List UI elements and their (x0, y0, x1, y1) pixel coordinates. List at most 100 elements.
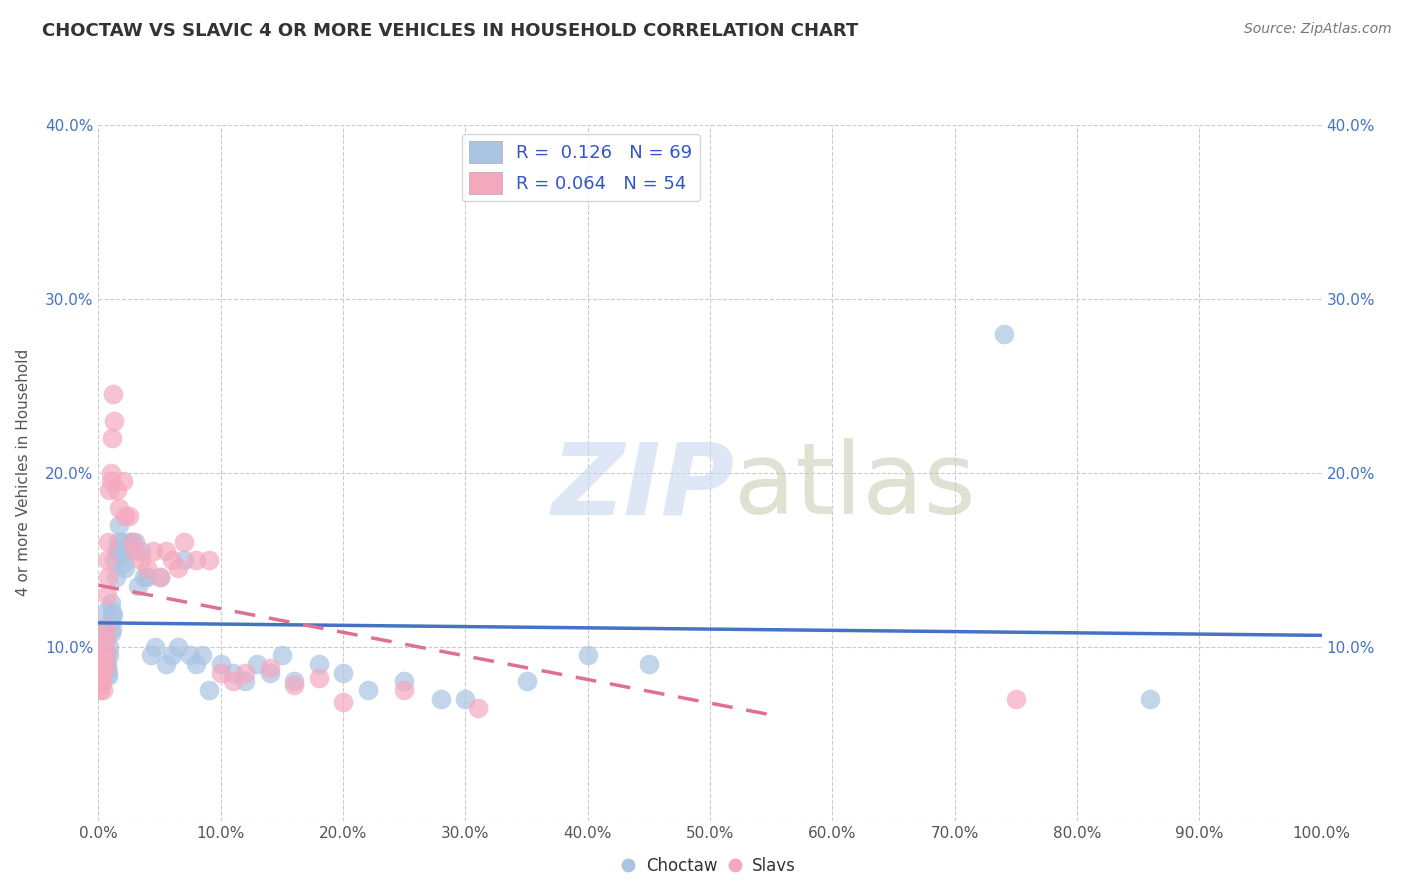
Point (167, 561, 190, 575)
Point (259, 660, 281, 674)
Point (179, 648, 201, 663)
Point (91, 648, 114, 663)
Point (132, 570, 155, 584)
Point (91, 648, 114, 663)
Point (173, 552, 195, 567)
Point (129, 552, 152, 567)
Point (90, 671, 112, 685)
Point (124, 535, 146, 549)
Point (114, 509, 136, 524)
Point (90, 640, 112, 654)
Point (332, 665, 354, 680)
Point (105, 483, 128, 497)
Point (103, 414, 125, 428)
Point (101, 605, 124, 619)
Point (96, 552, 118, 567)
Point (1139, 692, 1161, 706)
Point (94, 623, 117, 637)
Point (173, 535, 195, 549)
Point (111, 535, 134, 549)
Point (94, 648, 117, 663)
Text: atlas: atlas (734, 438, 976, 535)
Point (94, 648, 117, 663)
Point (96, 657, 118, 671)
Point (91, 683, 114, 698)
Point (1004, 692, 1026, 706)
Point (97, 535, 120, 549)
Point (115, 544, 138, 558)
Point (91, 623, 114, 637)
Point (100, 466, 122, 480)
Point (167, 640, 190, 654)
Point (259, 665, 281, 680)
Point (454, 692, 477, 706)
Point (101, 623, 124, 637)
Point (93, 654, 115, 668)
Point (107, 535, 129, 549)
Point (197, 552, 219, 567)
Point (136, 561, 159, 575)
Point (110, 544, 132, 558)
Point (186, 657, 208, 671)
Point (139, 648, 162, 663)
Y-axis label: 4 or more Vehicles in Household: 4 or more Vehicles in Household (17, 349, 31, 597)
Point (283, 678, 305, 692)
Point (93, 648, 115, 663)
Point (233, 674, 256, 689)
Point (186, 552, 208, 567)
Point (155, 544, 177, 558)
Point (97, 665, 120, 680)
Point (93, 660, 115, 674)
Point (129, 544, 152, 558)
Point (149, 570, 172, 584)
Point (576, 648, 599, 663)
Text: CHOCTAW VS SLAVIC 4 OR MORE VEHICLES IN HOUSEHOLD CORRELATION CHART: CHOCTAW VS SLAVIC 4 OR MORE VEHICLES IN … (42, 22, 859, 40)
Point (392, 674, 416, 689)
Point (91, 657, 114, 671)
Point (97, 669, 120, 683)
Point (209, 657, 232, 671)
Point (98, 640, 121, 654)
Point (197, 683, 219, 698)
Point (93, 623, 115, 637)
Point (108, 500, 131, 515)
Point (270, 648, 294, 663)
Point (246, 657, 269, 671)
Point (160, 648, 183, 663)
Point (121, 535, 143, 549)
Point (101, 608, 124, 623)
Point (392, 683, 416, 698)
Point (118, 509, 141, 524)
Point (283, 674, 305, 689)
Legend: Choctaw, Slavs: Choctaw, Slavs (617, 851, 803, 882)
Point (91, 674, 114, 689)
Text: ZIP: ZIP (551, 438, 734, 535)
Point (105, 544, 128, 558)
Point (356, 683, 378, 698)
Point (101, 431, 124, 445)
Point (98, 648, 121, 663)
Point (222, 665, 245, 680)
Point (100, 596, 122, 610)
Point (100, 625, 122, 640)
Point (308, 671, 330, 685)
Point (222, 674, 245, 689)
Point (467, 700, 489, 714)
Point (155, 657, 177, 671)
Point (100, 614, 122, 628)
Point (108, 517, 131, 532)
Point (93, 605, 115, 619)
Point (120, 535, 142, 549)
Text: Source: ZipAtlas.com: Source: ZipAtlas.com (1244, 22, 1392, 37)
Point (191, 648, 214, 663)
Point (89, 674, 111, 689)
Point (111, 544, 134, 558)
Point (96, 587, 118, 601)
Point (89, 683, 111, 698)
Point (142, 544, 165, 558)
Point (93, 631, 115, 645)
Point (96, 660, 118, 674)
Point (209, 665, 232, 680)
Point (112, 556, 135, 570)
Point (90, 678, 112, 692)
